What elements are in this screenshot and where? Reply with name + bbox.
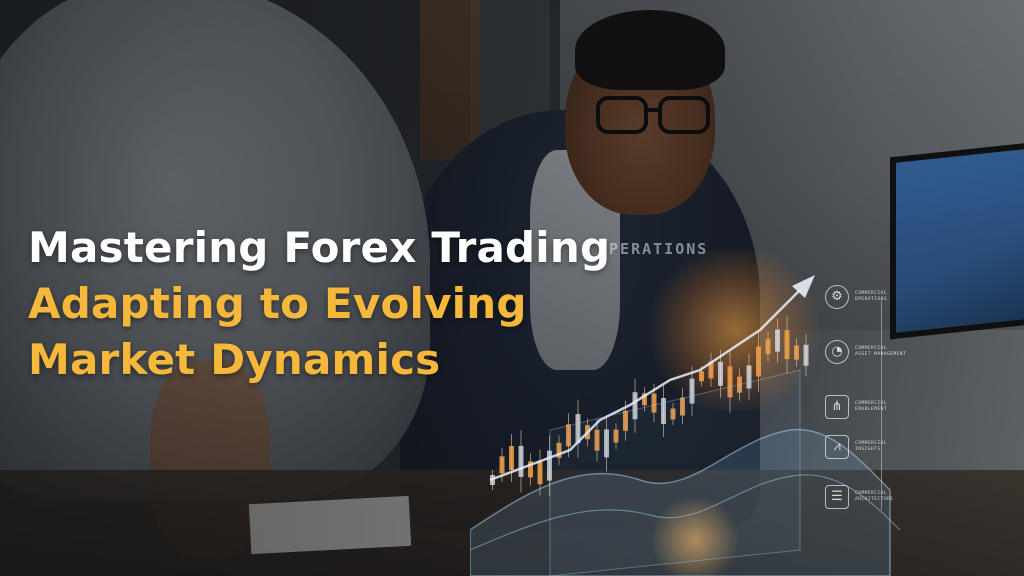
hologram-heading: OPERATIONS — [598, 240, 709, 258]
candle-body — [765, 339, 771, 355]
hologram-menu: ⚙ COMMERCIAL OPERATIONS ◔ COMMERCIAL ASS… — [825, 285, 945, 535]
candle-body — [680, 397, 685, 416]
hologram-menu-item: ⩘ COMMERCIAL INSIGHTS — [825, 435, 919, 459]
candle-body — [594, 429, 600, 451]
trend-line — [489, 289, 801, 482]
candle-body — [670, 408, 676, 420]
candle-body — [566, 424, 571, 447]
headline: Mastering Forex Trading Adapting to Evol… — [28, 220, 610, 388]
wave-area — [470, 428, 891, 576]
candle-body — [784, 330, 790, 360]
candle-body — [708, 361, 714, 379]
candle-body — [651, 393, 657, 413]
candle-body — [623, 410, 628, 431]
pie-chart-icon: ◔ — [825, 340, 849, 364]
line-chart-icon: ⩘ — [825, 435, 849, 459]
hologram-menu-label: COMMERCIAL ARCHITECTURE — [855, 491, 894, 502]
hologram-glow — [640, 250, 830, 410]
trend-arrowhead — [792, 275, 815, 298]
candle-body — [746, 365, 752, 389]
candle-body — [803, 344, 809, 366]
candle-body — [556, 442, 562, 458]
candle-body — [575, 414, 581, 444]
hologram-menu-item: ⋔ COMMERCIAL ENABLEMENT — [825, 395, 919, 419]
gear-icon: ⚙ — [825, 285, 849, 309]
hologram-menu-connector — [881, 300, 882, 510]
candle-body — [661, 398, 666, 425]
network-icon: ⋔ — [825, 395, 849, 419]
server-stack-icon: ☰ — [825, 485, 849, 509]
candle-body — [604, 429, 609, 458]
candle-body — [775, 329, 780, 352]
candle-body — [537, 461, 543, 485]
hologram-menu-item: ☰ COMMERCIAL ARCHITECTURE — [825, 485, 919, 509]
headline-line-2: Adapting to Evolving — [28, 279, 527, 328]
candle-body — [613, 429, 619, 443]
candle-body — [727, 366, 733, 398]
hologram-menu-item: ⚙ COMMERCIAL OPERATIONS — [825, 285, 919, 309]
candle-body — [699, 371, 704, 382]
candle-body — [518, 445, 524, 477]
candle-body — [528, 461, 533, 478]
headline-line-3: Market Dynamics — [28, 335, 441, 384]
hologram-menu-label: COMMERCIAL OPERATIONS — [855, 291, 888, 302]
candle-body — [547, 450, 552, 481]
candle-body — [499, 456, 505, 474]
candle-body — [509, 445, 514, 470]
candle-body — [756, 346, 761, 377]
candle-body — [794, 345, 799, 360]
candle-body — [632, 392, 638, 420]
hologram-chart — [470, 275, 901, 576]
candle-body — [642, 393, 647, 406]
candle-body — [689, 378, 695, 404]
candlestick-series — [490, 315, 809, 496]
hologram-menu-item: ◔ COMMERCIAL ASSET MANAGEMENT — [825, 340, 919, 364]
candle-body — [718, 361, 723, 386]
hologram-panel — [549, 369, 801, 576]
hologram-menu-label: COMMERCIAL ASSET MANAGEMENT — [855, 346, 907, 357]
hologram-menu-label: COMMERCIAL INSIGHTS — [855, 441, 888, 452]
headline-line-1: Mastering Forex Trading — [28, 223, 611, 272]
hologram-menu-label: COMMERCIAL ENABLEMENT — [855, 401, 888, 412]
candle-body — [737, 376, 742, 393]
